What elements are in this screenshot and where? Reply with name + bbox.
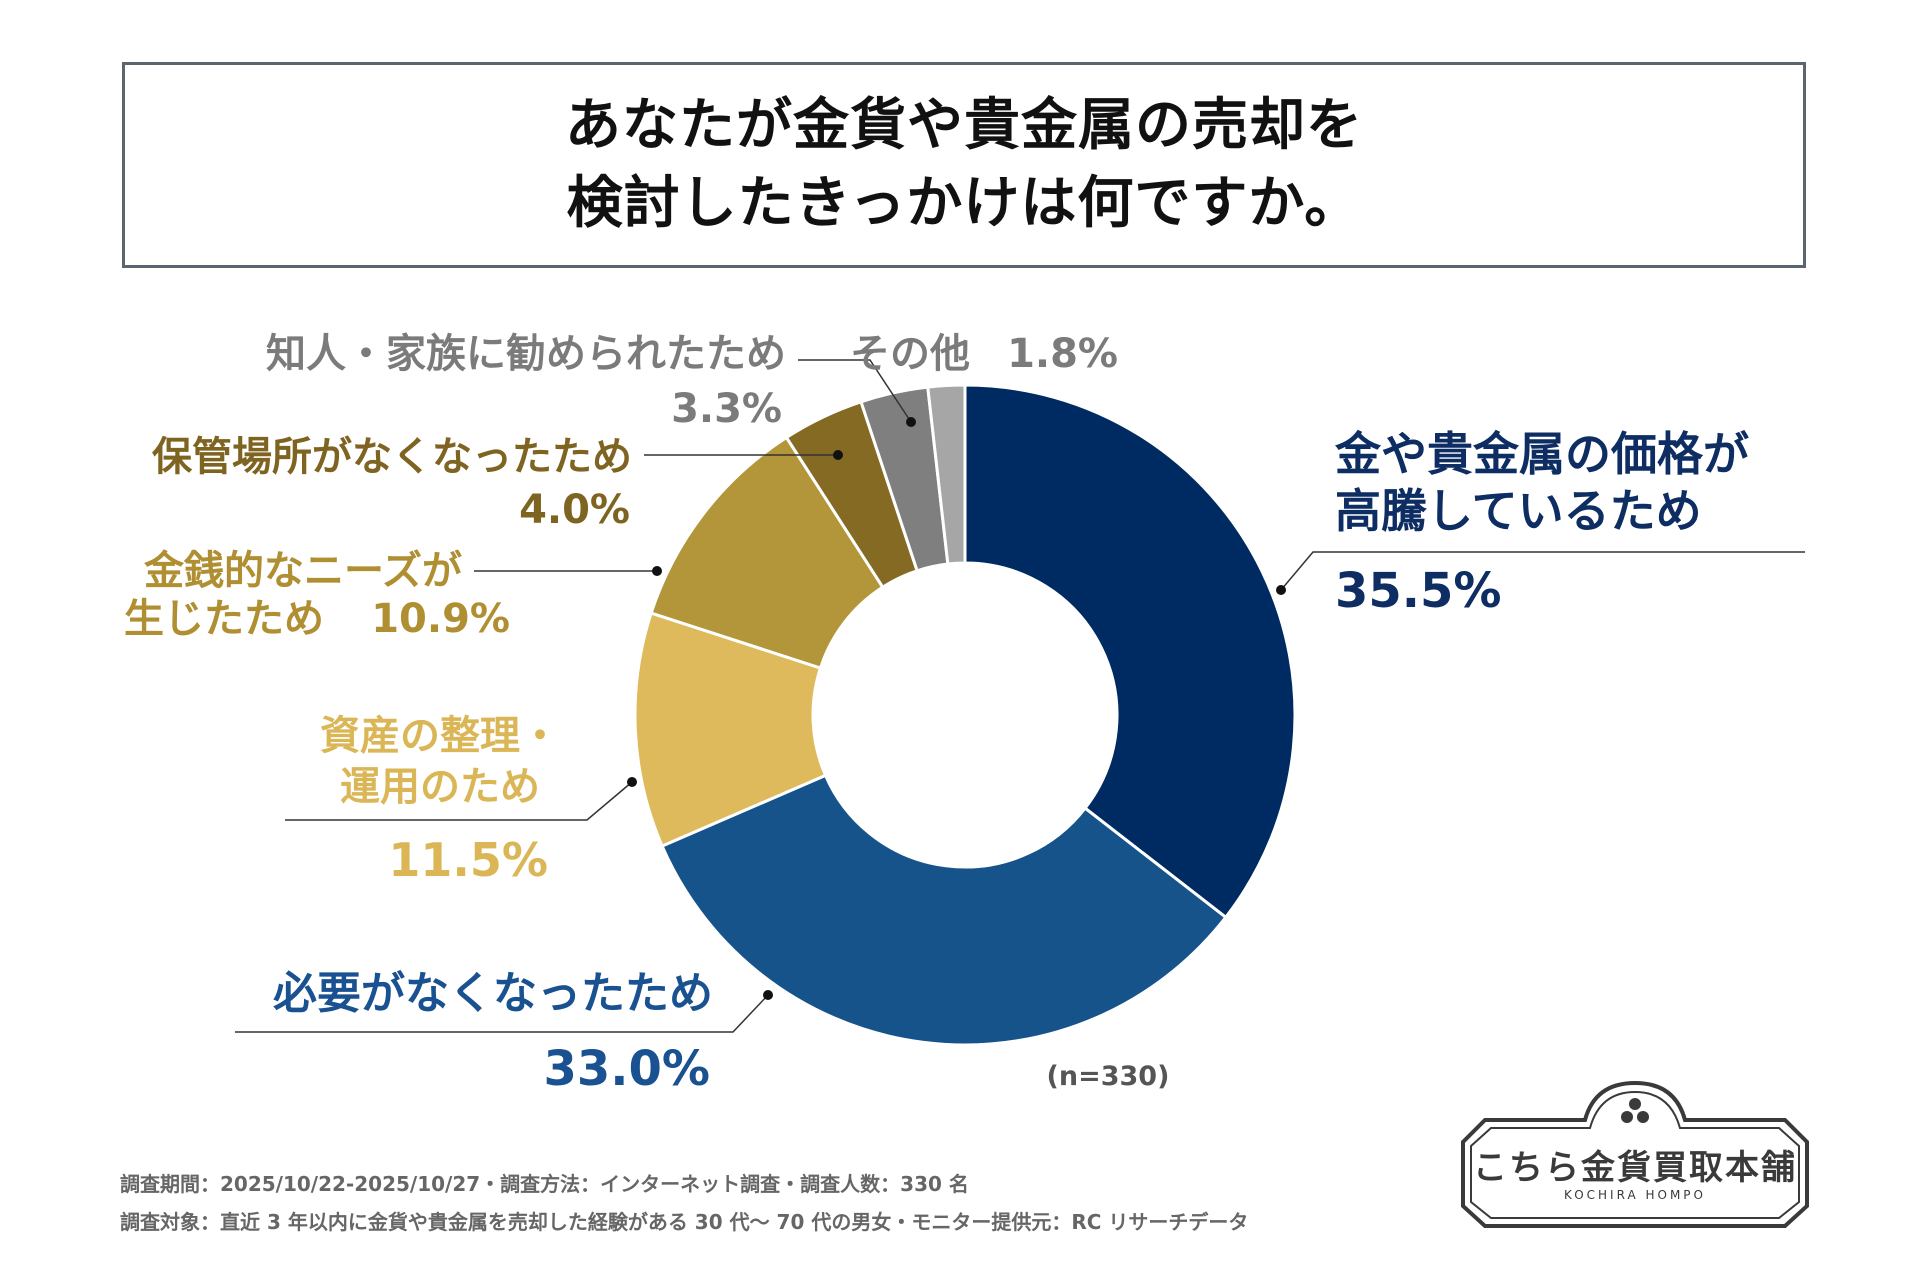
leader-dot-3 [652,566,662,576]
slice-label-0-line2: 高騰しているため [1335,484,1702,538]
chart-title-line-2: 検討したきっかけは何ですか。 [566,171,1362,236]
slice-percent-5: 3.3% [671,386,782,432]
slice-label-2-line2: 運用のため [340,764,540,810]
slice-percent-6: 1.8% [1007,331,1118,377]
donut-slice-1 [660,773,1228,1047]
slice-label-6-line1: その他 [850,331,970,377]
donut-slice-0 [963,383,1297,920]
leader-line-5 [798,359,912,423]
slice-percent-1: 33.0% [543,1041,710,1097]
slice-percent-3: 10.9% [371,596,510,642]
logo-frame-icon [1461,1080,1809,1228]
slice-label-4-line1: 保管場所がなくなったため [152,434,632,480]
footer-survey-period: 調査期間：2025/10/22-2025/10/27・調査方法：インターネット調… [120,1172,969,1196]
slice-label-1-line1: 必要がなくなったため [273,968,713,1019]
slice-label-3-line2: 生じたため [124,596,324,642]
chart-title-line-1: あなたが金貨や貴金属の売却を [565,93,1363,158]
leader-line-2 [285,781,633,821]
leader-dot-4 [833,450,843,460]
slice-percent-4: 4.0% [519,487,630,533]
leader-line-0 [1280,551,1805,591]
logo-name: こちら金貨買取本舗 [1473,1148,1797,1188]
slice-percent-0: 35.5% [1335,563,1502,619]
leader-dot-5 [906,417,916,427]
donut-slice-2 [633,611,828,849]
donut-slice-6 [926,383,967,566]
title-box: あなたが金貨や貴金属の売却を 検討したきっかけは何ですか。 [122,62,1806,268]
company-logo: こちら金貨買取本舗 KOCHIRA HOMPO [1455,1080,1815,1230]
slice-percent-2: 11.5% [388,833,548,887]
slice-label-0-line1: 金や貴金属の価格が [1334,427,1749,481]
slice-label-2-line1: 資産の整理・ [320,713,560,759]
slice-label-3-line1: 金銭的なニーズが [143,548,462,594]
leader-dot-1 [763,990,773,1000]
footer-survey-target: 調査対象：直近 3 年以内に金貨や貴金属を売却した経験がある 30 代～ 70 … [120,1210,1249,1234]
leader-dot-0 [1276,585,1286,595]
slice-label-5-line1: 知人・家族に勧められたため [266,331,786,377]
leader-line-1 [235,994,769,1033]
leader-dot-2 [627,777,637,787]
sample-size-label: (n=330) [1047,1061,1170,1092]
logo-subtitle: KOCHIRA HOMPO [1564,1188,1706,1202]
